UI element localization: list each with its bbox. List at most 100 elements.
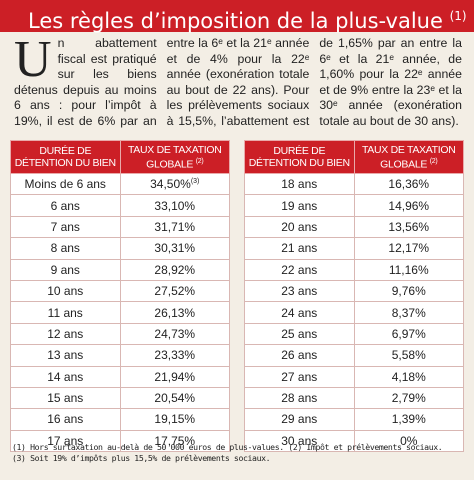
- rate: 0%: [400, 433, 418, 448]
- row: 14 ans 21,94%: [10, 365, 230, 388]
- duration: 14 ans: [47, 369, 84, 384]
- row: 13 ans 23,33%: [10, 344, 230, 367]
- rate: 6,97%: [391, 326, 426, 341]
- row: 23 ans 9,76%: [244, 279, 464, 303]
- header-text: DURÉE DE DÉTENTION DU BIEN: [14, 145, 116, 169]
- duration: 28 ans: [281, 391, 318, 406]
- title-bar: Les règles d’imposition de la plus-value…: [0, 0, 474, 33]
- rate: 8,37%: [391, 305, 426, 320]
- rate: 24,73%: [154, 326, 196, 341]
- footnote: (3) Soit 19% d’impôts plus 15,5% de prél…: [12, 453, 271, 463]
- row: 11 ans 26,13%: [10, 301, 230, 324]
- intro-text: n abattement fiscal est pratiqué sur les…: [14, 36, 462, 128]
- cell: 6,97%: [353, 322, 464, 346]
- duration: 11 ans: [47, 305, 83, 320]
- cell: 13,56%: [353, 215, 464, 239]
- drop-cap: U: [14, 31, 52, 88]
- duration: 10 ans: [47, 284, 84, 299]
- cell: 16,36%: [353, 172, 464, 196]
- duration: 17 ans: [47, 433, 84, 448]
- cell: 11,16%: [353, 258, 464, 281]
- rate: 30,31%: [154, 241, 196, 256]
- column-header: TAUX DE TAXATION GLOBALE (2): [119, 140, 230, 174]
- cell: 18 ans: [244, 172, 355, 196]
- cell: 28 ans: [244, 386, 355, 410]
- rate: 31,71%: [154, 219, 196, 234]
- duration: 26 ans: [281, 348, 318, 363]
- cell: 27 ans: [244, 365, 355, 388]
- rate: 4,18%: [391, 369, 426, 384]
- rate: 2,79%: [391, 391, 426, 406]
- column-header: DURÉE DE DÉTENTION DU BIEN: [244, 140, 355, 174]
- row: 19 ans 14,96%: [244, 194, 464, 217]
- duration: 9 ans: [50, 262, 80, 277]
- row: 6 ans 33,10%: [10, 194, 230, 217]
- rate-note: (3): [190, 178, 200, 186]
- cell: 31,71%: [119, 215, 230, 239]
- cell: 9,76%: [353, 279, 464, 303]
- row: 12 ans 24,73%: [10, 322, 230, 346]
- row: 21 ans 12,17%: [244, 237, 464, 260]
- rate: 5,58%: [391, 348, 426, 363]
- cell: 20 ans: [244, 215, 355, 239]
- row: Moins de 6 ans 34,50%(3): [10, 172, 230, 196]
- cell: 26,13%: [119, 301, 230, 324]
- duration: 24 ans: [281, 305, 318, 320]
- cell: 27,52%: [119, 279, 230, 303]
- cell: 9 ans: [10, 258, 121, 281]
- cell: 0%: [353, 429, 464, 453]
- cell: 30 ans: [244, 429, 355, 453]
- header-text: DURÉE DE DÉTENTION DU BIEN: [248, 145, 350, 169]
- header-text: TAUX DE TAXATION GLOBALE: [127, 143, 222, 171]
- cell: 21 ans: [244, 237, 355, 260]
- header-note: (2): [195, 157, 204, 165]
- duration: 19 ans: [281, 198, 318, 213]
- cell: 29 ans: [244, 408, 355, 431]
- row: 22 ans 11,16%: [244, 258, 464, 281]
- row: 30 ans 0%: [244, 429, 464, 453]
- rate: 13,56%: [388, 219, 430, 234]
- table: DURÉE DE DÉTENTION DU BIEN TAUX DE TAXATI…: [10, 140, 230, 453]
- duration: 18 ans: [281, 177, 318, 192]
- rate: 21,94%: [154, 369, 196, 384]
- cell: 14 ans: [10, 365, 121, 388]
- rate: 28,92%: [154, 262, 196, 277]
- cell: 33,10%: [119, 194, 230, 217]
- row: 9 ans 28,92%: [10, 258, 230, 281]
- row: 24 ans 8,37%: [244, 301, 464, 324]
- rate: 23,33%: [154, 348, 196, 363]
- rate: 26,13%: [154, 305, 196, 320]
- duration: 21 ans: [281, 241, 318, 256]
- cell: 21,94%: [119, 365, 230, 388]
- duration: 8 ans: [50, 241, 80, 256]
- rate: 12,17%: [388, 241, 430, 256]
- duration: 29 ans: [281, 412, 318, 427]
- cell: 23,33%: [119, 344, 230, 367]
- header-row: DURÉE DE DÉTENTION DU BIEN TAUX DE TAXATI…: [10, 140, 230, 174]
- cell: 16 ans: [10, 408, 121, 431]
- cell: 7 ans: [10, 215, 121, 239]
- duration: 6 ans: [50, 198, 80, 213]
- cell: 19,15%: [119, 408, 230, 431]
- cell: 11 ans: [10, 301, 121, 324]
- cell: 2,79%: [353, 386, 464, 410]
- rate: 17,75%: [154, 433, 196, 448]
- row: 18 ans 16,36%: [244, 172, 464, 196]
- cell: 12 ans: [10, 322, 121, 346]
- cell: 6 ans: [10, 194, 121, 217]
- cell: 17 ans: [10, 429, 121, 453]
- duration: Moins de 6 ans: [24, 177, 106, 192]
- cell: 14,96%: [353, 194, 464, 217]
- title-note: (1): [449, 9, 467, 23]
- duration: 22 ans: [281, 262, 318, 277]
- cell: 24,73%: [119, 322, 230, 346]
- duration: 12 ans: [47, 326, 84, 341]
- cell: 8,37%: [353, 301, 464, 324]
- duration: 30 ans: [281, 433, 318, 448]
- footnote: (1) Hors surtaxation au-delà de 50 000 e…: [12, 442, 443, 452]
- header-text: TAUX DE TAXATION GLOBALE: [361, 143, 456, 171]
- duration: 20 ans: [281, 219, 318, 234]
- row: 7 ans 31,71%: [10, 215, 230, 239]
